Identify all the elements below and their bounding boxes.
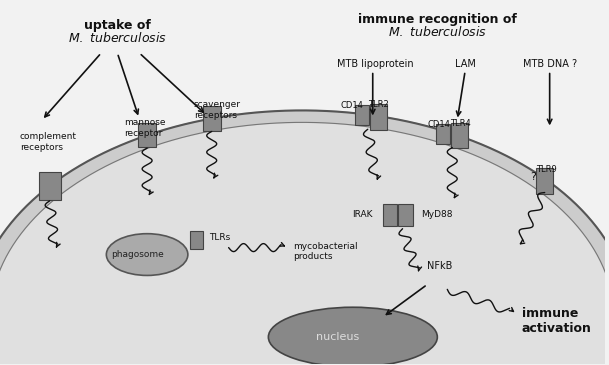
Text: LAM: LAM	[455, 59, 476, 69]
Text: complement
receptors: complement receptors	[20, 132, 77, 152]
Text: CD14: CD14	[428, 120, 451, 128]
Text: nucleus: nucleus	[316, 332, 359, 342]
Bar	[191, 231, 203, 249]
Text: mannose
receptor: mannose receptor	[124, 118, 166, 138]
Text: MTB DNA ?: MTB DNA ?	[523, 59, 577, 69]
Text: MTB lipoprotein: MTB lipoprotein	[337, 59, 414, 69]
Text: mycobacterial
products: mycobacterial products	[293, 242, 358, 261]
Bar	[203, 105, 220, 131]
Bar	[451, 123, 468, 149]
Bar	[370, 104, 387, 130]
Text: TLR2: TLR2	[368, 100, 389, 110]
Bar	[39, 172, 61, 200]
Text: MyD88: MyD88	[421, 210, 453, 219]
Ellipse shape	[107, 234, 188, 276]
Text: $\mathbf{\it{M.\ tuberculosis}}$: $\mathbf{\it{M.\ tuberculosis}}$	[68, 31, 167, 45]
Bar	[355, 105, 369, 125]
Text: TLRs: TLRs	[209, 233, 230, 242]
Text: ?: ?	[530, 172, 536, 182]
Text: phagosome: phagosome	[111, 250, 164, 259]
Ellipse shape	[269, 307, 437, 365]
Bar	[398, 204, 414, 226]
Text: NFkB: NFkB	[428, 261, 452, 272]
Text: TLR9: TLR9	[537, 165, 557, 174]
Polygon shape	[0, 111, 609, 319]
Text: uptake of: uptake of	[84, 19, 150, 32]
Bar	[537, 168, 553, 193]
Text: scavenger
receptors: scavenger receptors	[194, 100, 241, 120]
Bar	[138, 123, 156, 147]
Text: immune
activation: immune activation	[522, 307, 592, 335]
Text: TLR4: TLR4	[450, 119, 471, 128]
Text: CD14: CD14	[340, 101, 364, 110]
Text: $\mathbf{\it{M.\ tuberculosis}}$: $\mathbf{\it{M.\ tuberculosis}}$	[388, 25, 487, 39]
Polygon shape	[0, 111, 609, 364]
Bar	[437, 124, 450, 143]
Text: immune recognition of: immune recognition of	[358, 13, 517, 26]
Text: IRAK: IRAK	[352, 210, 373, 219]
Bar	[382, 204, 396, 226]
